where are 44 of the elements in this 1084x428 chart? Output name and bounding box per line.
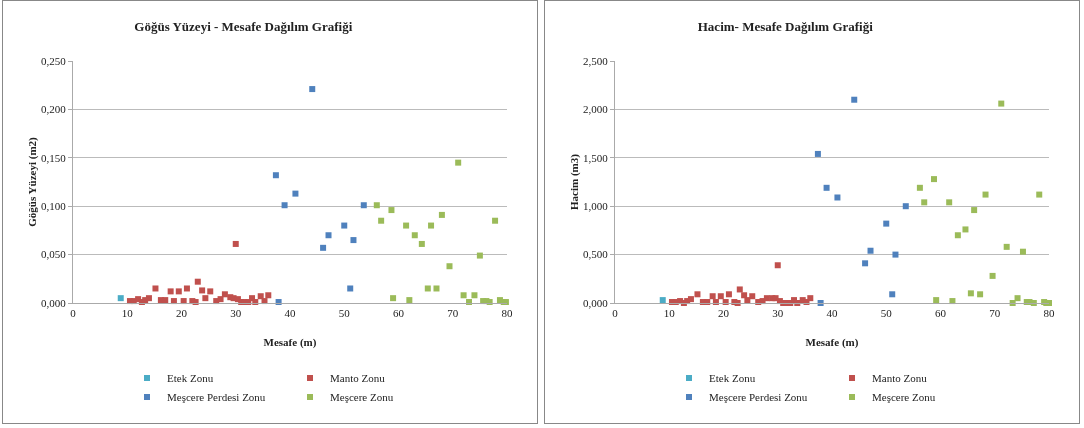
y-tick-label: 0,000 [41,296,67,309]
y-tick-label: 0,200 [41,103,67,116]
x-tick-label: 30 [230,307,242,320]
y-tick-label: 2,500 [583,54,609,67]
x-tick-label: 50 [880,307,893,320]
x-tick-label: 60 [393,307,405,320]
y-tick-label: 1,000 [583,200,609,213]
y-tick-label: 0,100 [41,200,67,213]
legend-label: Meşcere Perdesi Zonu [709,391,808,404]
x-tick-label: 0 [612,307,619,320]
x-tick-label: 40 [826,307,838,320]
legend-label: Meşcere Zonu [872,391,936,404]
legend-label: Etek Zonu [167,372,214,385]
x-tick-label: 50 [338,307,351,320]
legend-label: Meşcere Perdesi Zonu [167,391,266,404]
x-tick-label: 20 [176,307,188,320]
x-tick-label: 60 [935,307,947,320]
x-axis-title: Mesafe (m) [805,336,859,349]
x-tick-label: 20 [718,307,730,320]
legend-label: Manto Zonu [330,372,386,385]
y-tick-label: 0,000 [583,296,609,309]
x-tick-label: 80 [501,307,513,320]
chart-title: Göğüs Yüzeyi - Mesafe Dağılım Grafiği [134,19,353,35]
legend-label: Etek Zonu [709,372,756,385]
y-axis-title: Göğüs Yüzeyi (m2) [26,136,40,227]
x-tick-label: 0 [70,307,77,320]
x-tick-label: 70 [989,307,1001,320]
x-tick-label: 10 [663,307,676,320]
x-tick-label: 80 [1043,307,1055,320]
y-tick-label: 0,500 [583,248,609,261]
x-tick-label: 10 [121,307,134,320]
x-tick-label: 30 [772,307,784,320]
legend-label: Meşcere Zonu [330,391,394,404]
y-tick-label: 0,150 [41,151,67,164]
x-tick-label: 70 [447,307,459,320]
y-tick-label: 1,500 [583,151,609,164]
x-tick-label: 40 [284,307,296,320]
x-axis-title: Mesafe (m) [263,336,317,349]
y-tick-label: 0,250 [41,54,67,67]
y-axis-title: Hacim (m3) [568,153,582,210]
y-tick-label: 2,000 [583,103,609,116]
y-tick-label: 0,050 [41,248,67,261]
chart-title: Hacim- Mesafe Dağılım Grafiği [697,19,874,35]
legend-label: Manto Zonu [872,372,928,385]
